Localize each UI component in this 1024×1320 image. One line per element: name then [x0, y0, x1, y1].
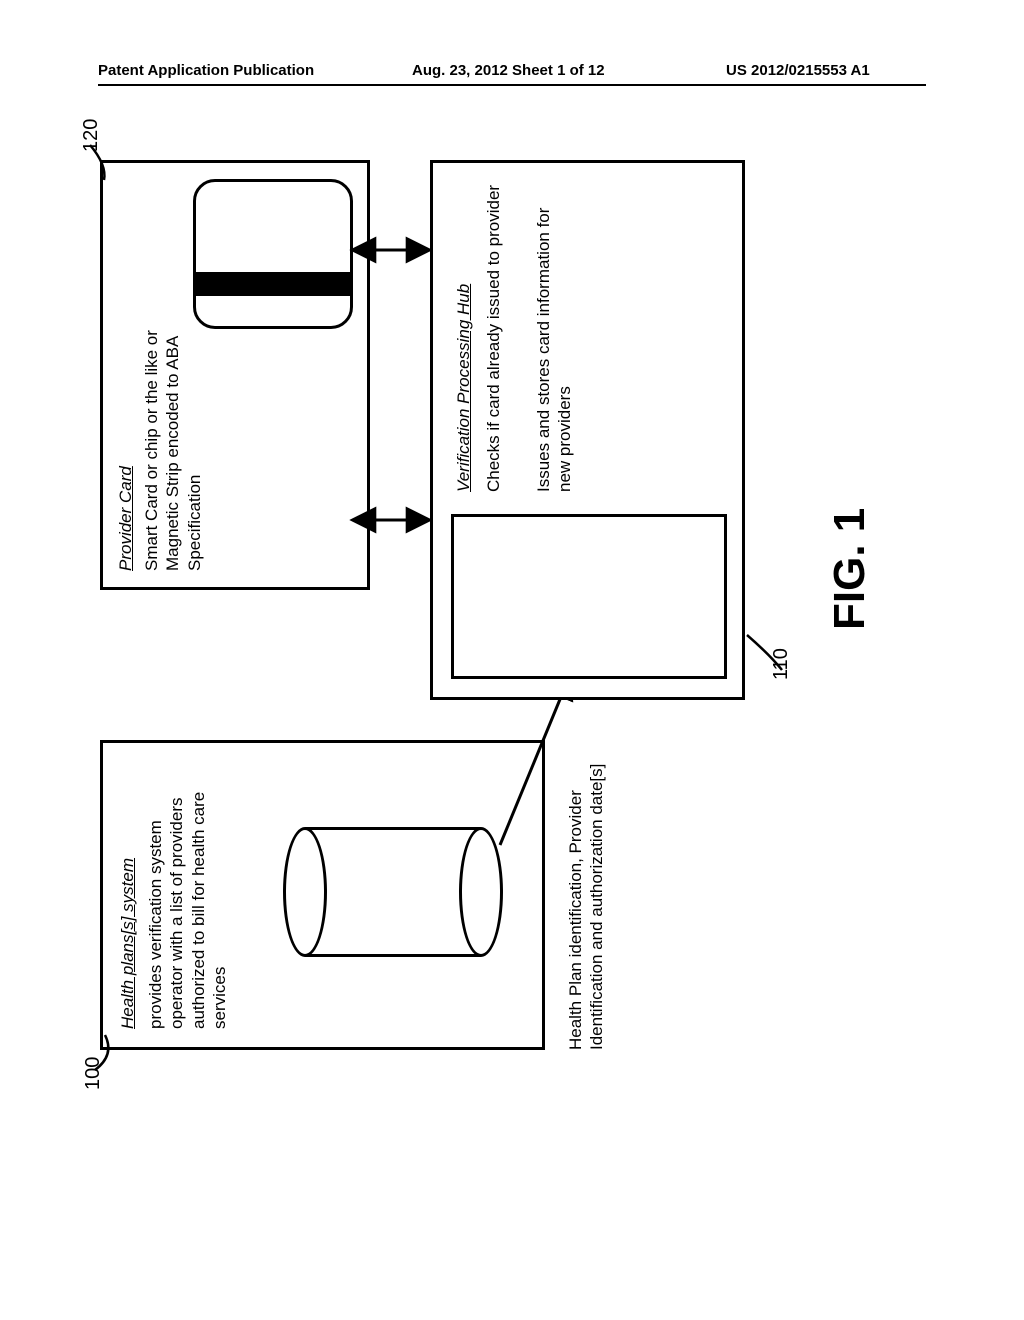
leader-110 [740, 600, 790, 680]
figure-label: FIG. 1 [825, 508, 875, 630]
figure-stage: Health plans[s] system provides verifica… [100, 160, 918, 1050]
header-pub-number: US 2012/0215553 A1 [726, 62, 926, 79]
page-header: Patent Application Publication Aug. 23, … [98, 62, 926, 79]
header-rule [98, 84, 926, 86]
header-publication: Patent Application Publication [98, 62, 358, 79]
header-date-sheet: Aug. 23, 2012 Sheet 1 of 12 [412, 62, 672, 79]
arrow-hub-card-double [100, 160, 918, 1050]
leader-120 [82, 120, 122, 180]
leader-100 [85, 1010, 125, 1070]
